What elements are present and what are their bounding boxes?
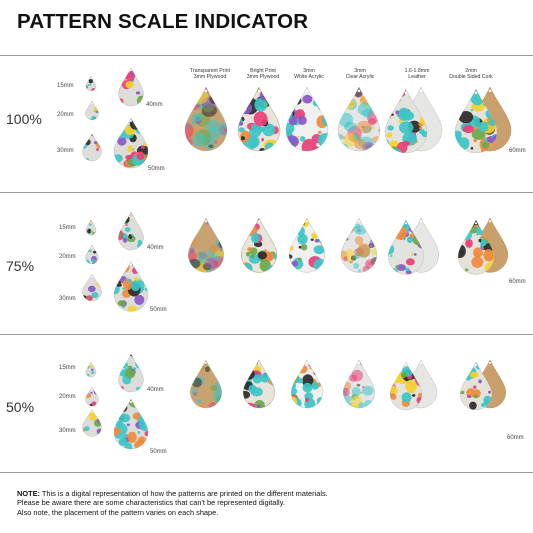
material-header-leather: 1.6-1.8mm Leather bbox=[404, 68, 430, 80]
sample-bright-plywood bbox=[237, 86, 281, 152]
size-label-15mm: 15mm bbox=[57, 83, 74, 89]
scale-label-100: 100% bbox=[6, 111, 42, 127]
sample-transparent-plywood bbox=[184, 86, 228, 152]
scale-label-50: 50% bbox=[6, 399, 35, 415]
size-label-60mm: 60mm bbox=[507, 435, 524, 441]
divider-bottom bbox=[0, 472, 533, 473]
sample-50mm bbox=[113, 260, 149, 312]
sample-white-acrylic bbox=[288, 217, 326, 273]
sample-40mm bbox=[118, 211, 144, 251]
sample-clear-acrylic bbox=[337, 86, 381, 152]
sample-15mm bbox=[85, 219, 97, 236]
material-header-transparent-plywood: Transparent Print 3mm Plywood bbox=[190, 68, 230, 80]
sample-bright-plywood bbox=[240, 217, 278, 273]
size-label-30mm: 30mm bbox=[57, 148, 74, 154]
sample-15mm bbox=[85, 75, 97, 92]
sample-20mm bbox=[85, 386, 99, 407]
size-label-40mm: 40mm bbox=[147, 245, 164, 251]
scale-label-75: 75% bbox=[6, 258, 35, 274]
divider-1 bbox=[0, 192, 533, 193]
sample-bright-plywood bbox=[242, 359, 276, 409]
size-label-50mm: 50mm bbox=[150, 449, 167, 455]
divider-2 bbox=[0, 334, 533, 335]
sample-30mm bbox=[82, 273, 102, 302]
note-text: NOTE: This is a digital representation o… bbox=[17, 489, 328, 517]
size-label-30mm: 30mm bbox=[59, 296, 76, 302]
sample-40mm bbox=[118, 353, 144, 393]
material-header-cork: 2mm Double Sided Cork bbox=[449, 68, 493, 80]
size-label-40mm: 40mm bbox=[147, 387, 164, 393]
page-title: PATTERN SCALE INDICATOR bbox=[17, 10, 309, 33]
size-label-20mm: 20mm bbox=[59, 394, 76, 400]
size-label-30mm: 30mm bbox=[59, 428, 76, 434]
material-header-clear-acrylic: 3mm Clear Acrylic bbox=[345, 68, 375, 80]
sample-20mm bbox=[85, 244, 99, 265]
size-label-40mm: 40mm bbox=[146, 102, 163, 108]
sample-40mm bbox=[118, 67, 144, 107]
sample-50mm bbox=[113, 398, 149, 450]
size-label-15mm: 15mm bbox=[59, 365, 76, 371]
sample-30mm bbox=[82, 133, 102, 162]
size-label-60mm: 60mm bbox=[509, 148, 526, 154]
material-header-bright-plywood: Bright Print 3mm Plywood bbox=[246, 68, 280, 80]
size-label-50mm: 50mm bbox=[150, 307, 167, 313]
material-header-white-acrylic: 3mm White Acrylic bbox=[294, 68, 324, 80]
sample-white-acrylic bbox=[285, 86, 329, 152]
sample-15mm bbox=[85, 361, 97, 378]
sample-clear-acrylic bbox=[342, 359, 376, 409]
sample-transparent-plywood bbox=[187, 217, 225, 273]
sample-30mm bbox=[82, 408, 102, 437]
size-label-15mm: 15mm bbox=[59, 225, 76, 231]
sample-transparent-plywood bbox=[189, 359, 223, 409]
size-label-50mm: 50mm bbox=[148, 166, 165, 172]
size-label-60mm: 60mm bbox=[509, 279, 526, 285]
size-label-20mm: 20mm bbox=[57, 112, 74, 118]
sample-50mm bbox=[113, 117, 149, 169]
sample-clear-acrylic bbox=[340, 217, 378, 273]
sample-20mm bbox=[85, 100, 99, 121]
sample-white-acrylic bbox=[290, 359, 324, 409]
divider-top bbox=[0, 55, 533, 56]
size-label-20mm: 20mm bbox=[59, 254, 76, 260]
